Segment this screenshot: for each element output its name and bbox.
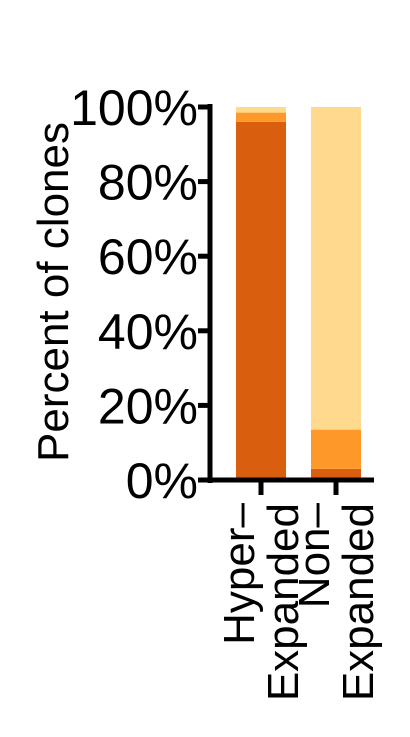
y-tick-label: 60% xyxy=(98,229,198,285)
bar-segment-0-2 xyxy=(236,107,286,113)
bar-segment-0-0 xyxy=(236,121,286,481)
y-tick-label: 40% xyxy=(98,304,198,360)
bar-segment-1-2 xyxy=(311,107,361,430)
y-tick-label: 0% xyxy=(126,453,198,509)
x-tick-label: Expanded xyxy=(334,503,383,701)
y-tick-label: 80% xyxy=(98,155,198,211)
bars-group xyxy=(236,107,361,481)
y-axis-label: Percent of clones xyxy=(29,122,78,462)
y-tick-label: 20% xyxy=(98,378,198,434)
x-tick-label: Non– xyxy=(290,502,339,608)
x-tick-label: Hyper– xyxy=(215,502,264,644)
bar-segment-0-1 xyxy=(236,112,286,122)
bar-segment-1-1 xyxy=(311,429,361,469)
x-tick-label: Expanded xyxy=(259,503,308,701)
y-tick-label: 100% xyxy=(70,80,198,136)
y-axis: 0% 20% 40% 60% 80% 100% xyxy=(70,80,213,509)
bar-segment-1-0 xyxy=(311,468,361,480)
